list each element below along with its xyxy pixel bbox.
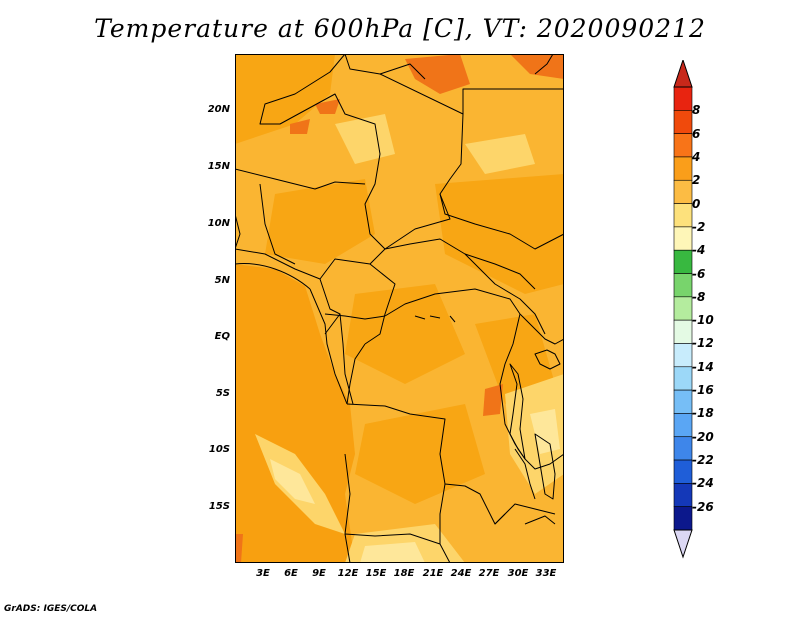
lat-label-15s: 15S [208, 501, 230, 512]
warm-regions [235, 54, 564, 504]
lon-label-33e: 33E [535, 568, 557, 579]
lon-label-6e: 6E [284, 568, 298, 579]
lon-label-12e: 12E [337, 568, 359, 579]
lat-label-10s: 10S [208, 444, 230, 455]
lat-label-15n: 15N [207, 161, 230, 172]
colorbar-segment [673, 296, 693, 321]
colorbar-segment [673, 389, 693, 414]
temperature-map [235, 54, 564, 563]
colorbar-label: 8 [692, 103, 701, 118]
colorbar-segment [673, 249, 693, 274]
colorbar-segments [673, 86, 693, 531]
colorbar-label: -8 [692, 289, 706, 304]
colorbar-label: -2 [692, 219, 706, 234]
lon-label-24e: 24E [450, 568, 472, 579]
lat-label-5s: 5S [215, 388, 230, 399]
lon-label-30e: 30E [507, 568, 529, 579]
colorbar-label: 0 [692, 196, 701, 211]
colorbar-segment [673, 110, 693, 134]
colorbar-segment [673, 343, 693, 368]
colorbar-label: -26 [692, 499, 714, 514]
colorbar-label: -20 [692, 429, 714, 444]
map-frame [235, 54, 564, 563]
colorbar-segment [673, 179, 693, 204]
colorbar-segment [673, 366, 693, 391]
hot-regions [235, 54, 564, 563]
colorbar-label: -6 [692, 266, 706, 281]
colorbar [673, 60, 693, 559]
colorbar-segment [673, 413, 693, 438]
lon-label-21e: 21E [422, 568, 444, 579]
lat-label-10n: 10N [207, 218, 230, 229]
colorbar-label: 4 [692, 149, 701, 164]
colorbar-label: 2 [692, 173, 701, 188]
colorbar-label: -18 [692, 406, 714, 421]
colorbar-label: 6 [692, 126, 701, 141]
colorbar-over-triangle [673, 60, 693, 88]
colorbar-under-triangle [673, 529, 693, 559]
coastline [235, 263, 536, 500]
colorbar-segment [673, 483, 693, 507]
lat-label-5n: 5N [214, 275, 230, 286]
colorbar-segment [673, 86, 693, 111]
lon-label-9e: 9E [312, 568, 326, 579]
colorbar-label: -10 [692, 313, 714, 328]
colorbar-segment [673, 156, 693, 181]
colorbar-segment [673, 436, 693, 461]
colorbar-segment [673, 273, 693, 298]
colorbar-label: -22 [692, 453, 714, 468]
colorbar-segment [673, 459, 693, 484]
colorbar-segment [673, 226, 693, 251]
colorbar-label: -16 [692, 383, 714, 398]
lon-label-27e: 27E [478, 568, 500, 579]
lat-label-eq: EQ [214, 331, 230, 342]
lat-label-20n: 20N [207, 104, 230, 115]
ocean-region [235, 264, 355, 563]
colorbar-label: -4 [692, 243, 706, 258]
colorbar-label: -14 [692, 359, 714, 374]
colorbar-segment [673, 203, 693, 228]
country-borders [235, 54, 564, 563]
colorbar-segment [673, 319, 693, 344]
colorbar-segment [673, 506, 693, 531]
lon-label-15e: 15E [365, 568, 387, 579]
lon-label-18e: 18E [393, 568, 415, 579]
cooler-regions [270, 409, 560, 563]
colorbar-label: -24 [692, 476, 714, 491]
colorbar-segment [673, 133, 693, 158]
colorbar-label: -12 [692, 336, 714, 351]
credit-text: GrADS: IGES/COLA [4, 604, 98, 614]
lon-label-3e: 3E [256, 568, 270, 579]
map-title: Temperature at 600hPa [C], VT: 202009021… [94, 14, 706, 43]
